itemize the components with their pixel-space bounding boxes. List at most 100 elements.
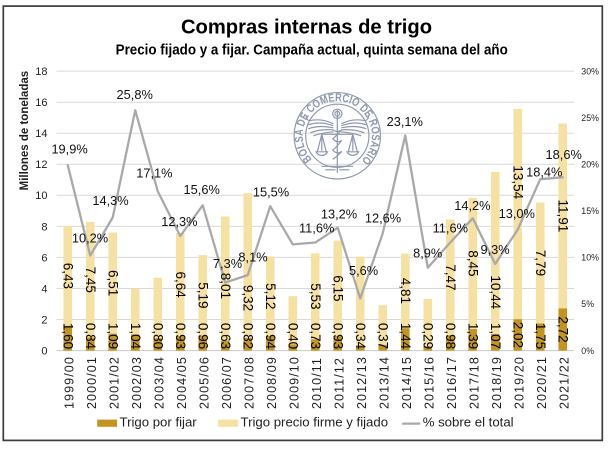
svg-text:14: 14 [35, 128, 47, 140]
svg-text:13,0%: 13,0% [499, 206, 535, 221]
svg-text:Millones de toneladas: Millones de toneladas [19, 71, 31, 191]
svg-text:10,44: 10,44 [488, 275, 503, 309]
svg-text:4,81: 4,81 [398, 278, 413, 304]
svg-text:11,91: 11,91 [556, 199, 571, 232]
svg-text:10,2%: 10,2% [72, 231, 108, 246]
svg-text:2014/15: 2014/15 [400, 356, 414, 409]
svg-text:2002/03: 2002/03 [130, 356, 144, 409]
svg-text:6,43: 6,43 [61, 263, 76, 289]
svg-text:0,40: 0,40 [286, 323, 301, 349]
svg-text:0,98: 0,98 [443, 323, 458, 349]
svg-text:2,02: 2,02 [511, 322, 526, 348]
svg-text:2021/22: 2021/22 [557, 356, 571, 409]
svg-text:14,2%: 14,2% [454, 198, 490, 213]
svg-text:12: 12 [35, 159, 47, 171]
svg-text:15,5%: 15,5% [253, 184, 289, 199]
svg-text:7,47: 7,47 [443, 264, 458, 290]
svg-text:0,93: 0,93 [173, 323, 188, 349]
svg-text:Trigo precio firme y fijado: Trigo precio firme y fijado [241, 415, 389, 430]
svg-text:2015/16: 2015/16 [422, 356, 436, 409]
svg-text:4: 4 [41, 283, 47, 295]
svg-text:5,12: 5,12 [263, 283, 278, 309]
svg-text:8,45: 8,45 [466, 250, 481, 276]
svg-text:10: 10 [35, 190, 47, 202]
svg-text:20%: 20% [581, 159, 599, 169]
svg-text:0,84: 0,84 [83, 323, 98, 350]
svg-text:1,44: 1,44 [398, 323, 413, 350]
svg-text:Compras internas de trigo: Compras internas de trigo [181, 16, 432, 38]
svg-text:2000/01: 2000/01 [85, 356, 99, 409]
svg-text:0,93: 0,93 [331, 323, 346, 349]
svg-text:19,9%: 19,9% [51, 141, 87, 156]
svg-text:8,01: 8,01 [218, 273, 233, 299]
svg-text:8,9%: 8,9% [413, 246, 442, 261]
svg-text:0,73: 0,73 [308, 323, 323, 349]
svg-text:9,32: 9,32 [241, 285, 256, 311]
svg-text:25,8%: 25,8% [117, 87, 153, 102]
svg-text:0,63: 0,63 [218, 323, 233, 349]
svg-text:17,1%: 17,1% [136, 165, 172, 180]
svg-text:2012/13: 2012/13 [355, 356, 369, 409]
svg-text:1,07: 1,07 [488, 323, 503, 349]
svg-text:6,51: 6,51 [106, 270, 121, 296]
svg-text:1,09: 1,09 [106, 323, 121, 349]
svg-text:2009/10: 2009/10 [287, 356, 301, 409]
svg-text:5,19: 5,19 [196, 282, 211, 308]
svg-text:5%: 5% [581, 299, 594, 309]
svg-text:7,79: 7,79 [533, 250, 548, 276]
svg-text:25%: 25% [581, 113, 599, 123]
svg-text:5,6%: 5,6% [349, 263, 378, 278]
svg-text:6,15: 6,15 [331, 275, 346, 301]
svg-text:12,3%: 12,3% [161, 214, 197, 229]
svg-text:2013/14: 2013/14 [377, 356, 391, 409]
svg-text:2020/21: 2020/21 [535, 356, 549, 409]
svg-text:13,54: 13,54 [511, 165, 526, 199]
svg-text:9,3%: 9,3% [481, 242, 510, 257]
svg-text:1,75: 1,75 [533, 323, 548, 349]
svg-text:2006/07: 2006/07 [220, 356, 234, 409]
svg-text:0,80: 0,80 [151, 323, 166, 349]
svg-text:6,64: 6,64 [173, 271, 188, 298]
svg-text:15,6%: 15,6% [184, 182, 220, 197]
svg-text:2003/04: 2003/04 [152, 356, 166, 409]
svg-text:18,4%: 18,4% [526, 165, 562, 180]
svg-text:14,3%: 14,3% [92, 193, 128, 208]
svg-text:0,29: 0,29 [421, 323, 436, 349]
svg-text:2008/09: 2008/09 [265, 356, 279, 409]
svg-text:0: 0 [41, 346, 47, 358]
svg-text:18: 18 [35, 66, 47, 78]
svg-text:11,6%: 11,6% [299, 220, 334, 235]
svg-text:18,6%: 18,6% [546, 147, 582, 162]
svg-text:5,53: 5,53 [308, 283, 323, 309]
svg-text:2016/17: 2016/17 [445, 356, 459, 409]
svg-text:2011/12: 2011/12 [332, 357, 346, 409]
svg-text:2019/20: 2019/20 [512, 356, 526, 409]
svg-text:2005/06: 2005/06 [197, 356, 211, 409]
svg-text:2: 2 [41, 314, 47, 326]
svg-text:0%: 0% [581, 346, 594, 356]
svg-text:13,2%: 13,2% [321, 206, 357, 221]
svg-text:1999/00: 1999/00 [62, 356, 76, 409]
svg-text:1,04: 1,04 [128, 323, 143, 350]
svg-text:Precio fijado y a fijar. Campa: Precio fijado y a fijar. Campaña actual,… [116, 41, 508, 58]
svg-text:2017/18: 2017/18 [467, 356, 481, 409]
svg-text:0,34: 0,34 [353, 323, 368, 350]
svg-text:% sobre el total: % sobre el total [423, 415, 514, 430]
svg-text:1,39: 1,39 [466, 323, 481, 349]
svg-text:23,1%: 23,1% [387, 114, 423, 129]
svg-text:16: 16 [35, 97, 47, 109]
svg-text:30%: 30% [581, 66, 599, 76]
svg-text:2007/08: 2007/08 [242, 356, 256, 409]
svg-text:2018/19: 2018/19 [490, 356, 504, 409]
svg-text:7,45: 7,45 [83, 267, 98, 293]
svg-text:8: 8 [41, 221, 47, 233]
svg-text:2,72: 2,72 [556, 316, 571, 342]
svg-text:0,82: 0,82 [241, 323, 256, 349]
svg-text:7,3%: 7,3% [213, 256, 242, 271]
svg-text:10%: 10% [581, 253, 599, 263]
svg-text:0,96: 0,96 [196, 323, 211, 349]
svg-text:1,60: 1,60 [61, 323, 76, 349]
svg-text:0,94: 0,94 [263, 323, 278, 350]
svg-text:Trigo por fijar: Trigo por fijar [120, 415, 198, 430]
svg-text:12,6%: 12,6% [365, 210, 401, 225]
